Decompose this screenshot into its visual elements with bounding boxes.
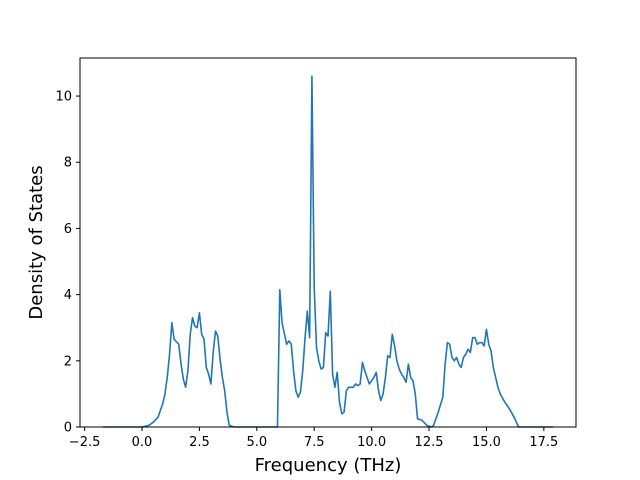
y-tick-label: 6 [64,222,72,237]
x-tick-label: 10.0 [357,435,386,450]
y-tick-label: 0 [64,421,72,436]
y-tick-label: 10 [55,90,72,105]
x-tick-label: −2.5 [69,435,101,450]
x-tick-label: 15.0 [472,435,501,450]
series-layer [102,75,554,428]
series-line-0 [102,75,554,428]
x-axis-label: Frequency (THz) [255,455,402,476]
y-tick-label: 4 [64,288,72,303]
y-axis-ticks: 0 2 4 6 8 10 [55,90,80,436]
x-axis-ticks: −2.5 0.0 2.5 5.0 7.5 10.0 12.5 15.0 17.5 [69,427,558,450]
y-axis-label: Density of States [26,165,47,319]
x-tick-label: 0.0 [132,435,153,450]
x-tick-label: 7.5 [304,435,325,450]
y-tick-label: 8 [64,156,72,171]
x-tick-label: 17.5 [529,435,558,450]
x-tick-label: 12.5 [415,435,444,450]
plot-area-frame [79,57,577,428]
x-tick-label: 2.5 [189,435,210,450]
y-tick-label: 2 [64,354,72,369]
x-tick-label: 5.0 [246,435,267,450]
